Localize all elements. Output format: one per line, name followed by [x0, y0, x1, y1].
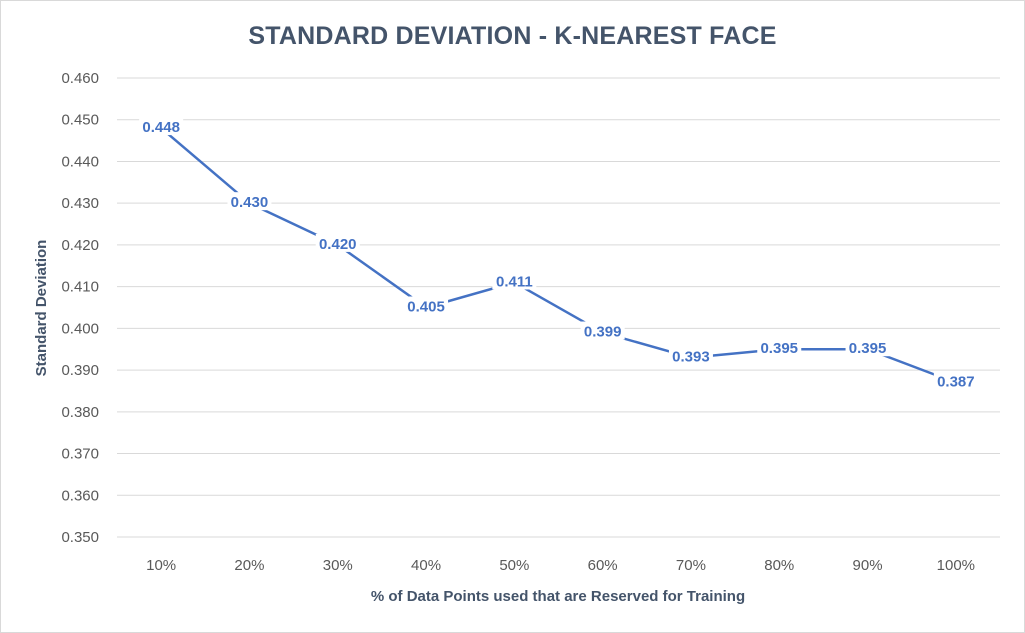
y-tick-label: 0.450 [61, 112, 99, 129]
x-tick-label: 20% [234, 557, 264, 574]
x-tick-label: 60% [588, 557, 618, 574]
y-tick-label: 0.350 [61, 529, 99, 546]
x-tick-labels: 10% 20% 30% 40% 50% 60% 70% 80% 90% 100% [146, 557, 975, 574]
gridlines [117, 77, 1000, 538]
data-labels: 0.448 0.430 0.420 0.405 0.411 0.399 0.393 0.395… [139, 117, 978, 391]
x-tick-label: 90% [853, 557, 883, 574]
series-group [159, 126, 958, 385]
y-tick-label: 0.370 [61, 446, 99, 463]
y-tick-labels: 0.350 0.360 0.370 0.380 0.390 0.400 0.410 0.420… [61, 70, 99, 546]
data-label-bg [757, 338, 802, 357]
x-axis-title: % of Data Points used that are Reserved … [371, 588, 745, 605]
data-label: 0.395 [849, 340, 887, 357]
y-tick-label: 0.430 [61, 195, 99, 212]
x-tick-label: 100% [937, 557, 975, 574]
y-tick-label: 0.410 [61, 279, 99, 296]
y-tick-label: 0.460 [61, 70, 99, 87]
data-label-bg [227, 192, 272, 211]
y-tick-label: 0.380 [61, 404, 99, 421]
data-label-bg [580, 321, 625, 340]
data-label: 0.387 [937, 374, 975, 391]
data-label-bg [139, 117, 184, 136]
y-tick-label: 0.360 [61, 487, 99, 504]
data-label-bg [668, 346, 713, 365]
data-label: 0.395 [760, 340, 798, 357]
x-tick-label: 70% [676, 557, 706, 574]
y-tick-label: 0.400 [61, 320, 99, 337]
x-tick-label: 50% [499, 557, 529, 574]
data-label-bg [845, 338, 890, 357]
y-axis-title: Standard Deviation [33, 240, 50, 377]
series-line [159, 126, 958, 384]
x-tick-label: 80% [764, 557, 794, 574]
y-tick-label: 0.420 [61, 237, 99, 254]
data-label: 0.430 [231, 194, 269, 211]
data-label-bg [933, 371, 978, 390]
data-label: 0.448 [142, 119, 180, 136]
data-label: 0.405 [407, 299, 445, 316]
data-label: 0.393 [672, 349, 710, 366]
x-tick-label: 40% [411, 557, 441, 574]
x-tick-label: 30% [323, 557, 353, 574]
data-label: 0.420 [319, 236, 357, 253]
y-tick-label: 0.390 [61, 362, 99, 379]
chart-title: STANDARD DEVIATION - K-NEAREST FACE [248, 22, 777, 50]
data-label: 0.411 [496, 273, 533, 290]
y-tick-label: 0.440 [61, 153, 99, 170]
data-label-bg [315, 233, 360, 252]
x-tick-label: 10% [146, 557, 176, 574]
data-label: 0.399 [584, 324, 622, 341]
data-label-bg [492, 271, 537, 290]
data-label-bg [404, 296, 449, 315]
